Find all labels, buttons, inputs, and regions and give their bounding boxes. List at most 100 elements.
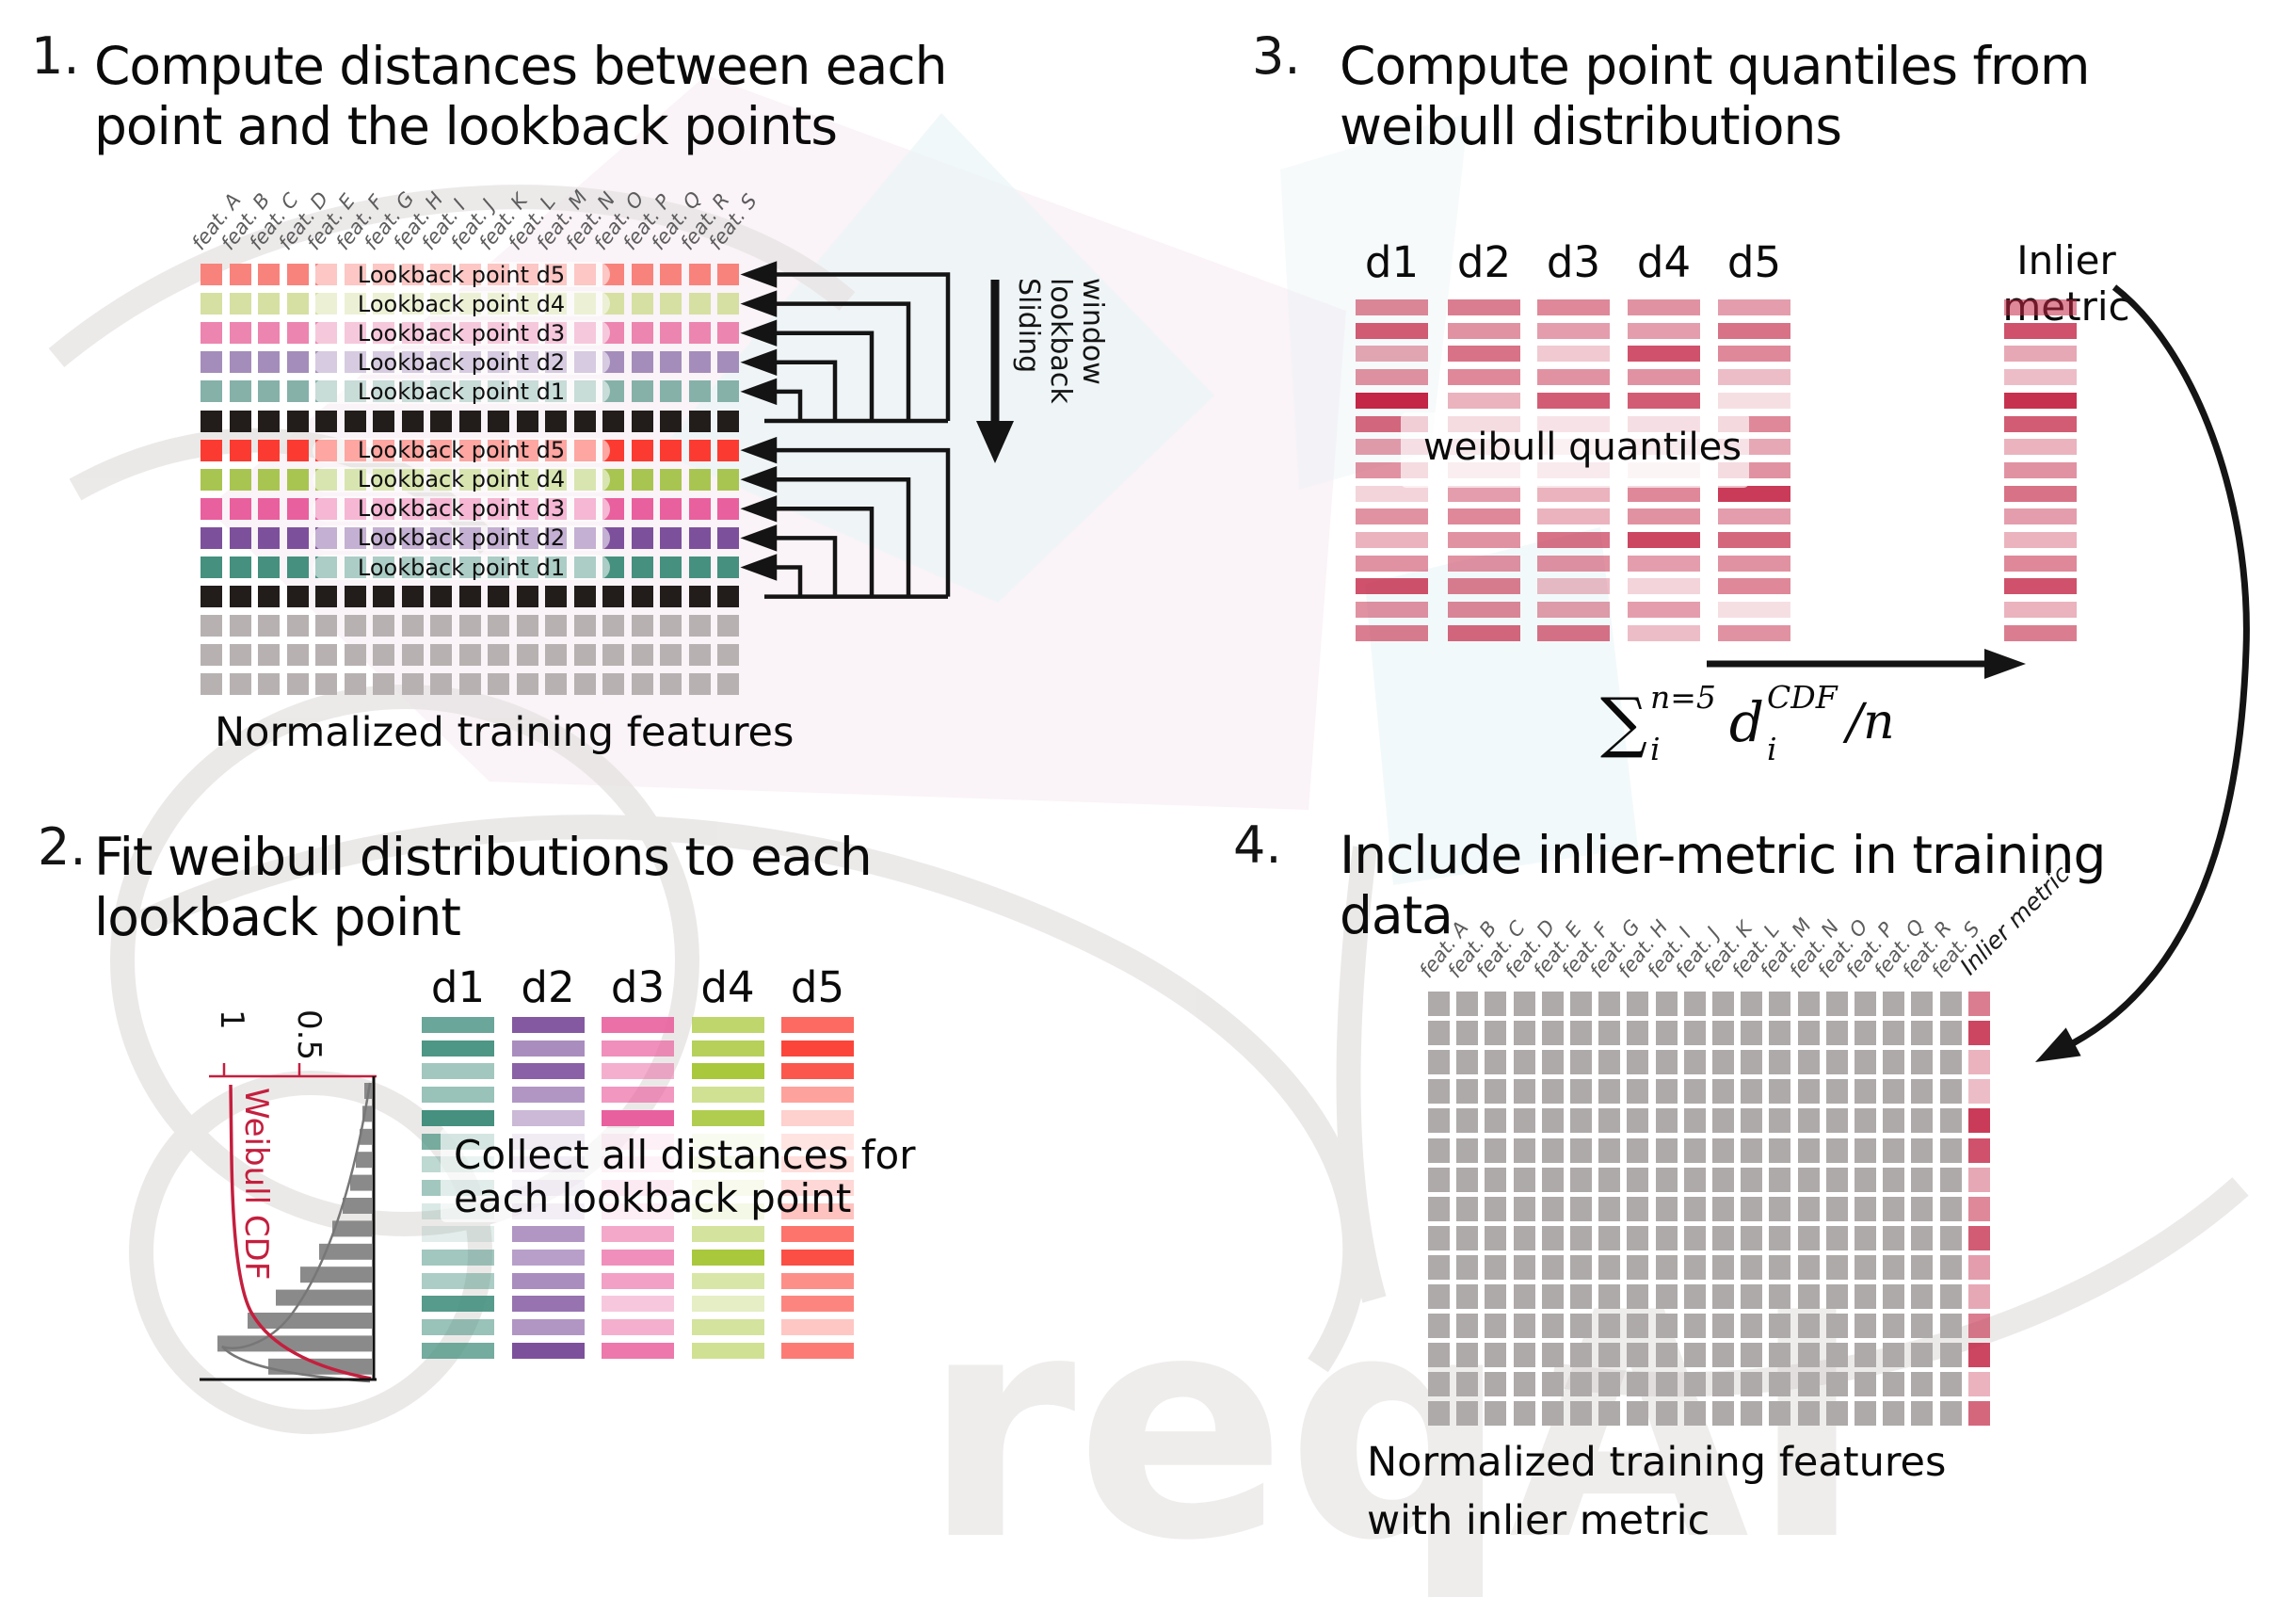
distance-bar	[691, 1063, 764, 1080]
feature-cell	[458, 644, 481, 667]
distance-bar	[1356, 485, 1428, 502]
feature-cell	[1854, 1401, 1876, 1427]
feature-cell	[1769, 1284, 1791, 1309]
feature-cell	[1797, 1079, 1820, 1105]
distance-bar	[1537, 322, 1610, 339]
feature-cell	[717, 526, 739, 549]
current-point-cell	[315, 410, 337, 432]
feature-cell	[201, 557, 222, 578]
feature-cell	[717, 615, 739, 637]
feature-cell	[1854, 1137, 1876, 1163]
feature-cell	[1939, 1254, 1962, 1280]
feature-cell	[573, 615, 596, 637]
feature-cell	[1911, 992, 1934, 1016]
feature-cell	[286, 615, 309, 637]
feature-cell	[1683, 1372, 1706, 1397]
distance-bar	[602, 1250, 674, 1266]
distance-bar	[1628, 624, 1700, 641]
feature-cell	[344, 644, 366, 667]
feature-cell	[315, 673, 337, 696]
feature-cell	[1883, 1372, 1905, 1397]
feature-cell	[631, 615, 653, 637]
feature-cell	[631, 526, 653, 549]
lookback-row-label: Lookback point d1	[313, 379, 610, 405]
feature-cell	[1428, 1284, 1450, 1309]
feature-cell	[1854, 1284, 1876, 1309]
feature-cell	[1854, 992, 1876, 1016]
distance-bar	[602, 1342, 674, 1359]
distance-bar	[1718, 602, 1790, 619]
feature-cell	[602, 644, 624, 667]
distance-bar	[781, 1087, 854, 1104]
feature-cell	[1939, 1137, 1962, 1163]
feature-cell	[1939, 1314, 1962, 1339]
distance-bar	[422, 1250, 494, 1266]
feature-cell	[1456, 1225, 1479, 1250]
feature-cell	[1825, 1050, 1848, 1075]
distance-bar	[511, 1342, 585, 1359]
distance-bar	[1718, 532, 1790, 548]
feature-cell	[1428, 1079, 1450, 1105]
feature-cell	[1741, 1225, 1763, 1250]
feature-cell	[1541, 1137, 1564, 1163]
column-label-d5: d5	[1726, 237, 1782, 287]
feature-cell	[1627, 1196, 1649, 1221]
inlier-metric-bar	[2004, 555, 2077, 572]
feature-cell	[258, 644, 280, 667]
feature-cell	[286, 322, 309, 345]
current-point-cell	[258, 410, 280, 432]
feature-cell	[717, 673, 739, 696]
feature-cell	[1741, 1050, 1763, 1075]
feature-cell	[258, 293, 280, 315]
current-point-cell	[545, 410, 567, 432]
feature-cell	[1513, 1314, 1535, 1339]
feature-cell	[1741, 1401, 1763, 1427]
step-1-title-line1: Compute distances between each	[94, 36, 947, 96]
distance-bar	[602, 1226, 674, 1243]
inlier-metric-bar	[2004, 532, 2077, 548]
feature-cell	[1825, 1254, 1848, 1280]
current-point-cell	[201, 410, 222, 432]
feature-cell	[258, 380, 280, 403]
feature-cell	[258, 497, 280, 520]
feature-cell	[1655, 1167, 1678, 1192]
current-point-cell	[315, 586, 337, 608]
inlier-metric-cell	[1967, 1108, 1990, 1134]
feature-cell	[1541, 1284, 1564, 1309]
feature-cell	[631, 468, 653, 491]
distance-bar	[1537, 555, 1610, 572]
feature-cell	[660, 615, 682, 637]
feature-cell	[1541, 1401, 1564, 1427]
distance-bar	[422, 1272, 494, 1289]
feature-cell	[1939, 1167, 1962, 1192]
mean-cdf-formula: ∑ n=5 i d CDF i /n	[1600, 680, 1895, 765]
lookback-row-label: Lookback point d5	[313, 437, 610, 463]
feature-cell	[1456, 1079, 1479, 1105]
feature-cell	[258, 526, 280, 549]
feature-cell	[1683, 1050, 1706, 1075]
distance-bar	[691, 1226, 764, 1243]
feature-cell	[1712, 1284, 1734, 1309]
feature-cell	[1541, 1167, 1564, 1192]
feature-cell	[1485, 1079, 1507, 1105]
distance-bar	[602, 1087, 674, 1104]
collect-distances-overlay-box	[441, 1128, 1011, 1222]
feature-cell	[717, 497, 739, 520]
feature-cell	[1825, 1167, 1848, 1192]
distance-bar	[1718, 508, 1790, 525]
feature-cell	[631, 673, 653, 696]
step-3-title-line2: weibull distributions	[1340, 96, 1842, 156]
feature-cell	[688, 526, 711, 549]
divide-by-n: /n	[1846, 694, 1895, 750]
feature-cell	[660, 293, 682, 315]
feature-cell	[1741, 1137, 1763, 1163]
feature-cell	[1570, 1050, 1592, 1075]
panel1-caption: Normalized training features	[215, 709, 795, 756]
inlier-metric-bar	[2004, 624, 2077, 641]
feature-cell	[1428, 1137, 1450, 1163]
feature-cell	[258, 322, 280, 345]
feature-cell	[488, 673, 509, 696]
feature-cell	[1513, 992, 1535, 1016]
feature-cell	[201, 380, 222, 403]
feature-cell	[229, 615, 251, 637]
